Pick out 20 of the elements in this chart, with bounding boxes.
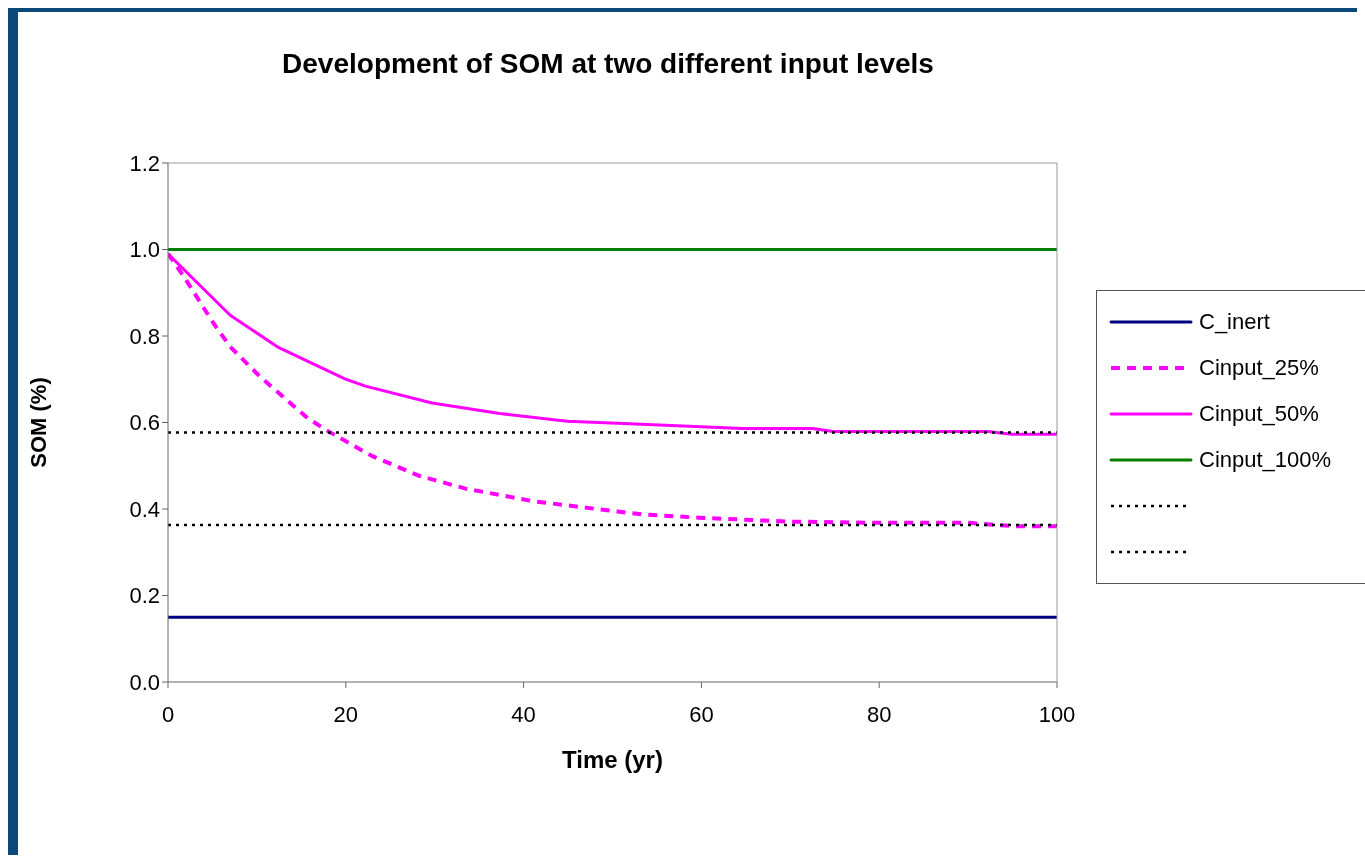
y-tick-label: 0.0 [129,669,160,695]
legend-label: Cinput_50% [1199,401,1319,427]
y-tick-label: 0.2 [129,583,160,609]
x-tick-label: 0 [161,701,175,727]
legend-label: Cinput_100% [1199,447,1332,473]
chart-title: Development of SOM at two different input levels [281,48,935,80]
y-tick-label: 1.0 [129,237,160,263]
x-axis-title: Time (yr) [562,746,663,773]
x-tick-label: 20 [333,701,359,727]
legend-label: C_inert [1199,309,1270,335]
x-tick-label: 80 [866,701,892,727]
y-axis-title: SOM (%) [25,377,51,468]
x-tick-label: 100 [1038,701,1076,727]
x-tick-label: 40 [511,701,536,727]
y-tick-label: 0.4 [129,496,160,522]
y-tick-label: 0.6 [129,410,160,436]
y-tick-label: 1.2 [129,150,160,176]
y-tick-label: 0.8 [129,323,160,349]
x-tick-label: 60 [689,701,714,727]
legend-label: Cinput_25% [1199,355,1319,381]
